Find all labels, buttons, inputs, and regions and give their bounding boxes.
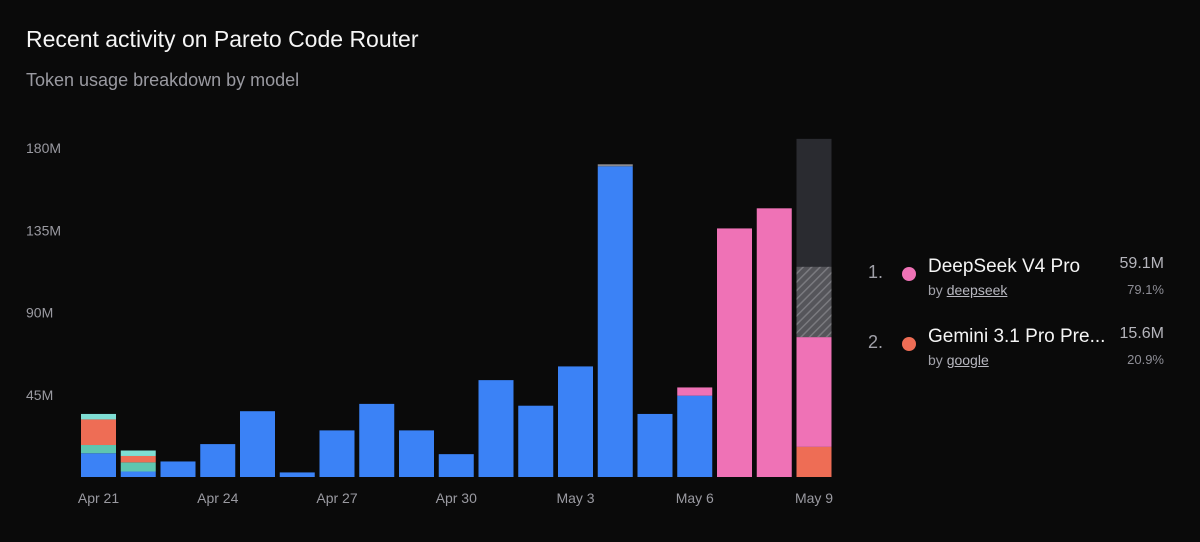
x-tick-label: May 9: [795, 490, 833, 506]
bar-cap: [597, 164, 633, 167]
bar-segment-deepseek[interactable]: [756, 208, 792, 478]
bar-segment-cyan[interactable]: [120, 450, 156, 456]
legend-percent: 79.1%: [1127, 282, 1164, 297]
legend-model-name: DeepSeek V4 Pro: [928, 256, 1081, 277]
token-usage-chart: 45M 90M 135M 180M Apr 21 Apr 24 Apr 27 Apr 30 M…: [26, 138, 833, 506]
bar-segment-gemini[interactable]: [796, 446, 832, 477]
bar-segment-deepseek[interactable]: [717, 228, 752, 477]
bar-segment-cyan[interactable]: [81, 413, 116, 420]
bar-segment-deepseek[interactable]: [677, 387, 713, 396]
bar-segment-teal[interactable]: [120, 462, 156, 472]
legend-by-text: by: [928, 282, 943, 298]
legend-item-deepseek[interactable]: 1. DeepSeek V4 Pro by deepseek 59.1M 79.…: [866, 252, 1176, 322]
bar-segment-gemini[interactable]: [120, 455, 156, 463]
x-tick-label: Apr 30: [436, 490, 477, 506]
bar-segment-teal[interactable]: [81, 445, 116, 454]
y-tick-label: 180M: [26, 140, 61, 156]
legend-rank: 1.: [868, 262, 884, 282]
legend-provider-line: by google: [928, 352, 989, 368]
bar-segment-blue[interactable]: [319, 430, 355, 477]
y-tick-label: 135M: [26, 222, 61, 238]
bar-segment-blue[interactable]: [359, 403, 395, 477]
provider-link-google[interactable]: google: [946, 352, 989, 368]
legend-model-name: Gemini 3.1 Pro Pre...: [928, 326, 1106, 347]
x-tick-label: Apr 24: [197, 490, 238, 506]
legend-color-dot: [902, 267, 916, 281]
x-tick-label: May 3: [556, 490, 594, 506]
bar-segment-blue[interactable]: [120, 471, 156, 477]
bar-segment-blue[interactable]: [240, 411, 275, 477]
y-tick-label: 45M: [26, 387, 53, 403]
x-tick-label: Apr 21: [78, 490, 119, 506]
provider-link-deepseek[interactable]: deepseek: [946, 282, 1008, 298]
bar-segment-blue[interactable]: [160, 461, 196, 477]
bar-segment-blue[interactable]: [518, 405, 554, 477]
legend-rank: 2.: [868, 332, 884, 352]
model-legend: 1. DeepSeek V4 Pro by deepseek 59.1M 79.…: [866, 252, 1176, 392]
chart-title: Recent activity on Pareto Code Router: [26, 26, 419, 52]
legend-by-text: by: [928, 352, 943, 368]
bar-segment-blue[interactable]: [637, 413, 673, 477]
x-tick-label: Apr 27: [316, 490, 357, 506]
bar-segment-gemini[interactable]: [81, 419, 116, 446]
legend-color-dot: [902, 337, 916, 351]
bar-segment-blue[interactable]: [200, 444, 236, 477]
legend-token-value: 15.6M: [1119, 325, 1164, 342]
bar-segment-blue[interactable]: [81, 453, 116, 477]
bar-segment-blue[interactable]: [279, 472, 315, 477]
bar-segment-blue[interactable]: [478, 380, 514, 477]
legend-percent: 20.9%: [1127, 352, 1164, 367]
bar-segment-blue[interactable]: [558, 366, 593, 477]
bar-segment-blue[interactable]: [597, 166, 633, 477]
bar-segment-deepseek[interactable]: [796, 337, 832, 447]
projected-hatch-segment: [796, 266, 832, 338]
legend-token-value: 59.1M: [1119, 255, 1164, 272]
chart-subtitle: Token usage breakdown by model: [26, 70, 300, 90]
y-tick-label: 90M: [26, 305, 53, 321]
bar-segment-blue[interactable]: [677, 395, 713, 477]
bar-segment-blue[interactable]: [438, 454, 474, 477]
legend-provider-line: by deepseek: [928, 282, 1007, 298]
legend-item-gemini[interactable]: 2. Gemini 3.1 Pro Pre... by google 15.6M…: [866, 322, 1176, 392]
bar-segment-blue[interactable]: [399, 430, 434, 477]
x-tick-label: May 6: [676, 490, 714, 506]
